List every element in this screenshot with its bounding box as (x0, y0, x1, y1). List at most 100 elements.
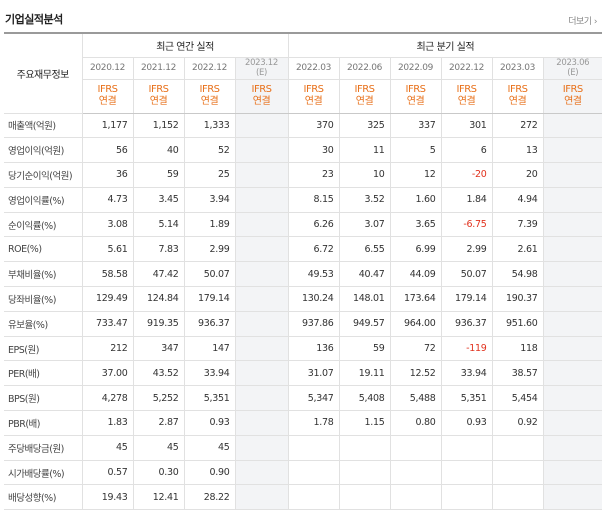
row-label: 부채비율(%) (4, 261, 83, 288)
value-cell: 147 (183, 335, 236, 362)
value-cell: 10 (338, 162, 391, 188)
value-cell (234, 459, 289, 486)
value-cell: 1.78 (287, 410, 340, 436)
table-row: 배당성향(%) 19.43 12.41 28.22 (4, 484, 603, 511)
value-cell (234, 186, 289, 213)
value-cell: 1.83 (81, 410, 134, 436)
value-cell: 5,252 (132, 385, 185, 412)
value-cell: 2.99 (183, 236, 236, 263)
value-cell: 5,454 (491, 385, 544, 412)
value-cell (491, 459, 544, 486)
value-cell: 11 (338, 137, 391, 164)
value-cell (234, 360, 289, 387)
value-cell (234, 484, 289, 511)
value-cell: 118 (491, 335, 544, 362)
row-header-label: 주요재무정보 (4, 32, 83, 113)
value-cell: 43.52 (132, 360, 185, 387)
value-cell (389, 459, 442, 486)
value-cell (542, 385, 603, 412)
value-cell: -20 (440, 162, 493, 188)
value-cell: 179.14 (183, 286, 236, 312)
value-cell: 33.94 (440, 360, 493, 387)
value-cell (542, 286, 603, 312)
value-cell: 6.26 (287, 211, 340, 238)
value-cell (389, 484, 442, 511)
value-cell: -119 (440, 335, 493, 362)
table-row: 당좌비율(%) 129.49 124.84 179.14 130.24 148.01 173… (4, 286, 603, 312)
value-cell: 2.61 (491, 236, 544, 263)
value-cell: 173.64 (389, 286, 442, 312)
value-cell: 6.99 (389, 236, 442, 263)
value-cell: 325 (338, 112, 391, 139)
value-cell: 12 (389, 162, 442, 188)
value-cell: 4.94 (491, 186, 544, 213)
ifrs-basis-label: IFRS 연결 (542, 78, 603, 114)
value-cell: 370 (287, 112, 340, 139)
value-cell (287, 484, 340, 511)
table-row: 주당배당금(원) 45 45 45 (4, 434, 603, 461)
period-header: 2022.12 (440, 56, 493, 80)
value-cell: 190.37 (491, 286, 544, 312)
value-cell: 59 (132, 162, 185, 188)
period-header: 2020.12 (81, 56, 134, 80)
value-cell: 4,278 (81, 385, 134, 412)
value-cell (234, 162, 289, 188)
value-cell: 5 (389, 137, 442, 164)
value-cell (542, 211, 603, 238)
value-cell: 0.90 (183, 459, 236, 486)
value-cell: 951.60 (491, 310, 544, 337)
value-cell: 40.47 (338, 261, 391, 288)
value-cell (338, 459, 391, 486)
value-cell: 50.07 (183, 261, 236, 288)
value-cell: 5,351 (440, 385, 493, 412)
value-cell: 0.57 (81, 459, 134, 486)
value-cell: 25 (183, 162, 236, 188)
value-cell: 2.87 (132, 410, 185, 436)
value-cell: 6.72 (287, 236, 340, 263)
value-cell (287, 434, 340, 461)
table-row: 시가배당률(%) 0.57 0.30 0.90 (4, 459, 603, 486)
period-header: 2022.03 (287, 56, 340, 80)
value-cell: 19.11 (338, 360, 391, 387)
value-cell: 212 (81, 335, 134, 362)
row-label: 시가배당률(%) (4, 459, 83, 486)
value-cell: 49.53 (287, 261, 340, 288)
value-cell: 52 (183, 137, 236, 164)
value-cell: 59 (338, 335, 391, 362)
row-label: 매출액(억원) (4, 112, 83, 139)
value-cell: 3.94 (183, 186, 236, 213)
ifrs-basis-label: IFRS 연결 (338, 78, 391, 114)
row-label: 당좌비율(%) (4, 286, 83, 312)
value-cell (542, 434, 603, 461)
value-cell: 54.98 (491, 261, 544, 288)
row-label: 순이익률(%) (4, 211, 83, 238)
table-row: 순이익률(%) 3.08 5.14 1.89 6.26 3.07 3.65 -6.75 7.39 (4, 211, 603, 238)
section-header: 기업실적분석 더보기 › (0, 0, 606, 32)
more-link[interactable]: 더보기 › (568, 17, 597, 27)
value-cell: 0.80 (389, 410, 442, 436)
period-header: 2021.12 (132, 56, 185, 80)
value-cell (440, 459, 493, 486)
value-cell: 936.37 (183, 310, 236, 337)
value-cell: 7.39 (491, 211, 544, 238)
table-row: 유보율(%) 733.47 919.35 936.37 937.86 949.57 964.… (4, 310, 603, 337)
value-cell: 13 (491, 137, 544, 164)
value-cell (338, 434, 391, 461)
value-cell: 3.45 (132, 186, 185, 213)
ifrs-basis-label: IFRS 연결 (389, 78, 442, 114)
value-cell (234, 286, 289, 312)
value-cell (542, 335, 603, 362)
ifrs-basis-label: IFRS 연결 (287, 78, 340, 114)
value-cell: 45 (81, 434, 134, 461)
table-row: PER(배) 37.00 43.52 33.94 31.07 19.11 12.52 33.9… (4, 360, 603, 387)
value-cell: 301 (440, 112, 493, 139)
value-cell: 5,488 (389, 385, 442, 412)
value-cell: 8.15 (287, 186, 340, 213)
value-cell (542, 261, 603, 288)
value-cell: 33.94 (183, 360, 236, 387)
value-cell (234, 410, 289, 436)
ifrs-basis-label: IFRS 연결 (183, 78, 236, 114)
value-cell: 3.65 (389, 211, 442, 238)
period-header: 2023.03 (491, 56, 544, 80)
value-cell: 5.61 (81, 236, 134, 263)
